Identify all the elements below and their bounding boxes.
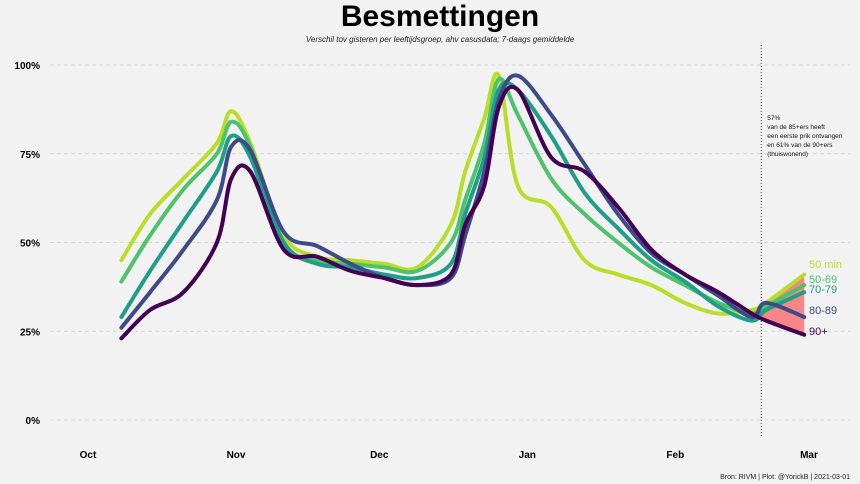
x-tick-label: Dec <box>370 450 389 461</box>
chart-title: Besmettingen <box>340 0 540 33</box>
series-label: 90+ <box>809 326 828 338</box>
y-tick-label: 75% <box>20 150 40 161</box>
y-tick-label: 100% <box>14 61 40 72</box>
x-tick-label: Mar <box>800 450 818 461</box>
series-label: 80-89 <box>809 305 837 317</box>
chart-subtitle: Verschil tov gisteren per leeftijdsgroep… <box>305 35 575 44</box>
annotation-text: en 61% van de 90+ers <box>767 142 833 149</box>
series-line-90 <box>119 84 807 341</box>
x-tick-label: Nov <box>227 450 246 461</box>
series-label: 70-79 <box>809 284 837 296</box>
series-label: 50 min <box>809 259 842 271</box>
series-line-70-79 <box>119 80 807 323</box>
caption: Bron: RIVM | Plot: @YorickB | 2021-03-01 <box>720 474 850 481</box>
annotation-text: (thuiswonend) <box>767 151 808 158</box>
y-tick-label: 25% <box>20 327 40 338</box>
annotation-text: van de 85+ers heeft <box>767 124 825 131</box>
annotation-text: 57% <box>767 115 780 122</box>
x-tick-label: Feb <box>666 450 684 461</box>
series-line-50min <box>119 71 807 316</box>
x-tick-label: Oct <box>80 450 97 461</box>
y-tick-label: 50% <box>20 239 40 250</box>
series-line-50-69 <box>119 76 807 316</box>
series-label: 50-69 <box>809 274 837 286</box>
x-tick-label: Jan <box>519 450 536 461</box>
y-tick-label: 0% <box>26 416 41 427</box>
annotation-text: een eerste prik ontvangen <box>767 133 843 140</box>
